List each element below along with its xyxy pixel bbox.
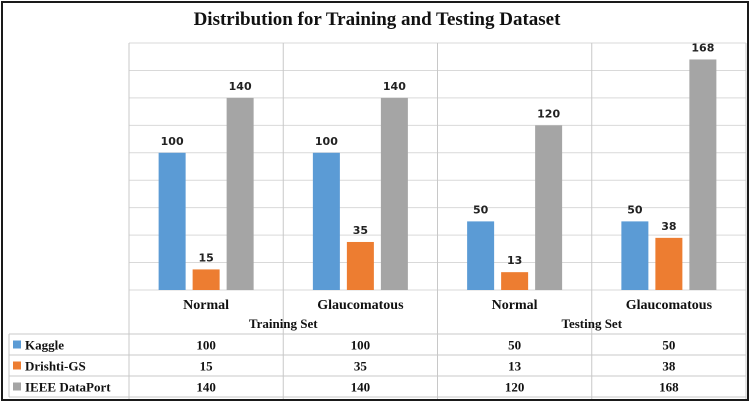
data-label: 50 xyxy=(627,203,643,216)
data-labels: 100 15 140 100 35 140 50 13 120 50 38 168 xyxy=(161,41,715,267)
chart-title: Distribution for Training and Testing Da… xyxy=(194,9,562,30)
data-label: 13 xyxy=(507,254,522,267)
table-cell: 50 xyxy=(662,338,675,353)
category-label: Normal xyxy=(492,298,538,313)
bar-kaggle xyxy=(312,152,340,290)
bar-chart: Distribution for Training and Testing Da… xyxy=(8,9,747,399)
data-label: 38 xyxy=(661,220,676,233)
bar-ieee-dataport xyxy=(380,97,408,290)
bar-kaggle xyxy=(621,221,649,290)
gridlines xyxy=(128,42,747,399)
bar-ieee-dataport xyxy=(226,97,254,290)
category-label: Glaucomatous xyxy=(626,298,713,313)
bar-ieee-dataport xyxy=(535,125,563,290)
table-cell: 100 xyxy=(351,338,371,353)
legend-entry: Kaggle xyxy=(25,338,64,353)
bar-drishti-gs xyxy=(501,272,529,290)
bars xyxy=(158,59,717,290)
table-cell: 38 xyxy=(662,359,676,374)
data-label: 140 xyxy=(383,80,406,93)
table-cell: 100 xyxy=(196,338,216,353)
data-label: 120 xyxy=(537,107,560,120)
table-cell: 15 xyxy=(200,359,214,374)
bar-ieee-dataport xyxy=(689,59,717,290)
table-cell: 13 xyxy=(508,359,522,374)
table-cell: 140 xyxy=(351,380,371,395)
bar-drishti-gs xyxy=(346,241,374,290)
group-label: Testing Set xyxy=(561,316,622,331)
bar-kaggle xyxy=(467,221,495,290)
table-cell: 168 xyxy=(659,380,679,395)
x-axis: Normal Glaucomatous Normal Glaucomatous Trai… xyxy=(183,298,712,331)
category-label: Glaucomatous xyxy=(317,298,404,313)
legend-swatch xyxy=(13,340,21,349)
bar-kaggle xyxy=(158,152,186,290)
data-label: 140 xyxy=(229,80,252,93)
data-label: 168 xyxy=(691,41,714,54)
group-label: Training Set xyxy=(249,316,318,331)
data-label: 100 xyxy=(315,135,338,148)
category-label: Normal xyxy=(183,298,229,313)
legend-entry: IEEE DataPort xyxy=(25,380,111,395)
data-label: 100 xyxy=(161,135,184,148)
table-cell: 50 xyxy=(508,338,521,353)
table-cell: 140 xyxy=(196,380,216,395)
data-label: 35 xyxy=(353,224,368,237)
data-table: Kaggle 100 100 50 50 Drishti-GS 15 35 13 38 IEEE D… xyxy=(8,333,746,398)
bar-drishti-gs xyxy=(655,237,683,290)
legend-swatch xyxy=(13,382,21,391)
bar-drishti-gs xyxy=(192,269,220,290)
table-cell: 120 xyxy=(505,380,525,395)
legend-entry: Drishti-GS xyxy=(25,359,86,374)
table-cell: 35 xyxy=(354,359,368,374)
data-label: 50 xyxy=(473,203,489,216)
data-label: 15 xyxy=(198,251,213,264)
legend-swatch xyxy=(13,361,21,370)
